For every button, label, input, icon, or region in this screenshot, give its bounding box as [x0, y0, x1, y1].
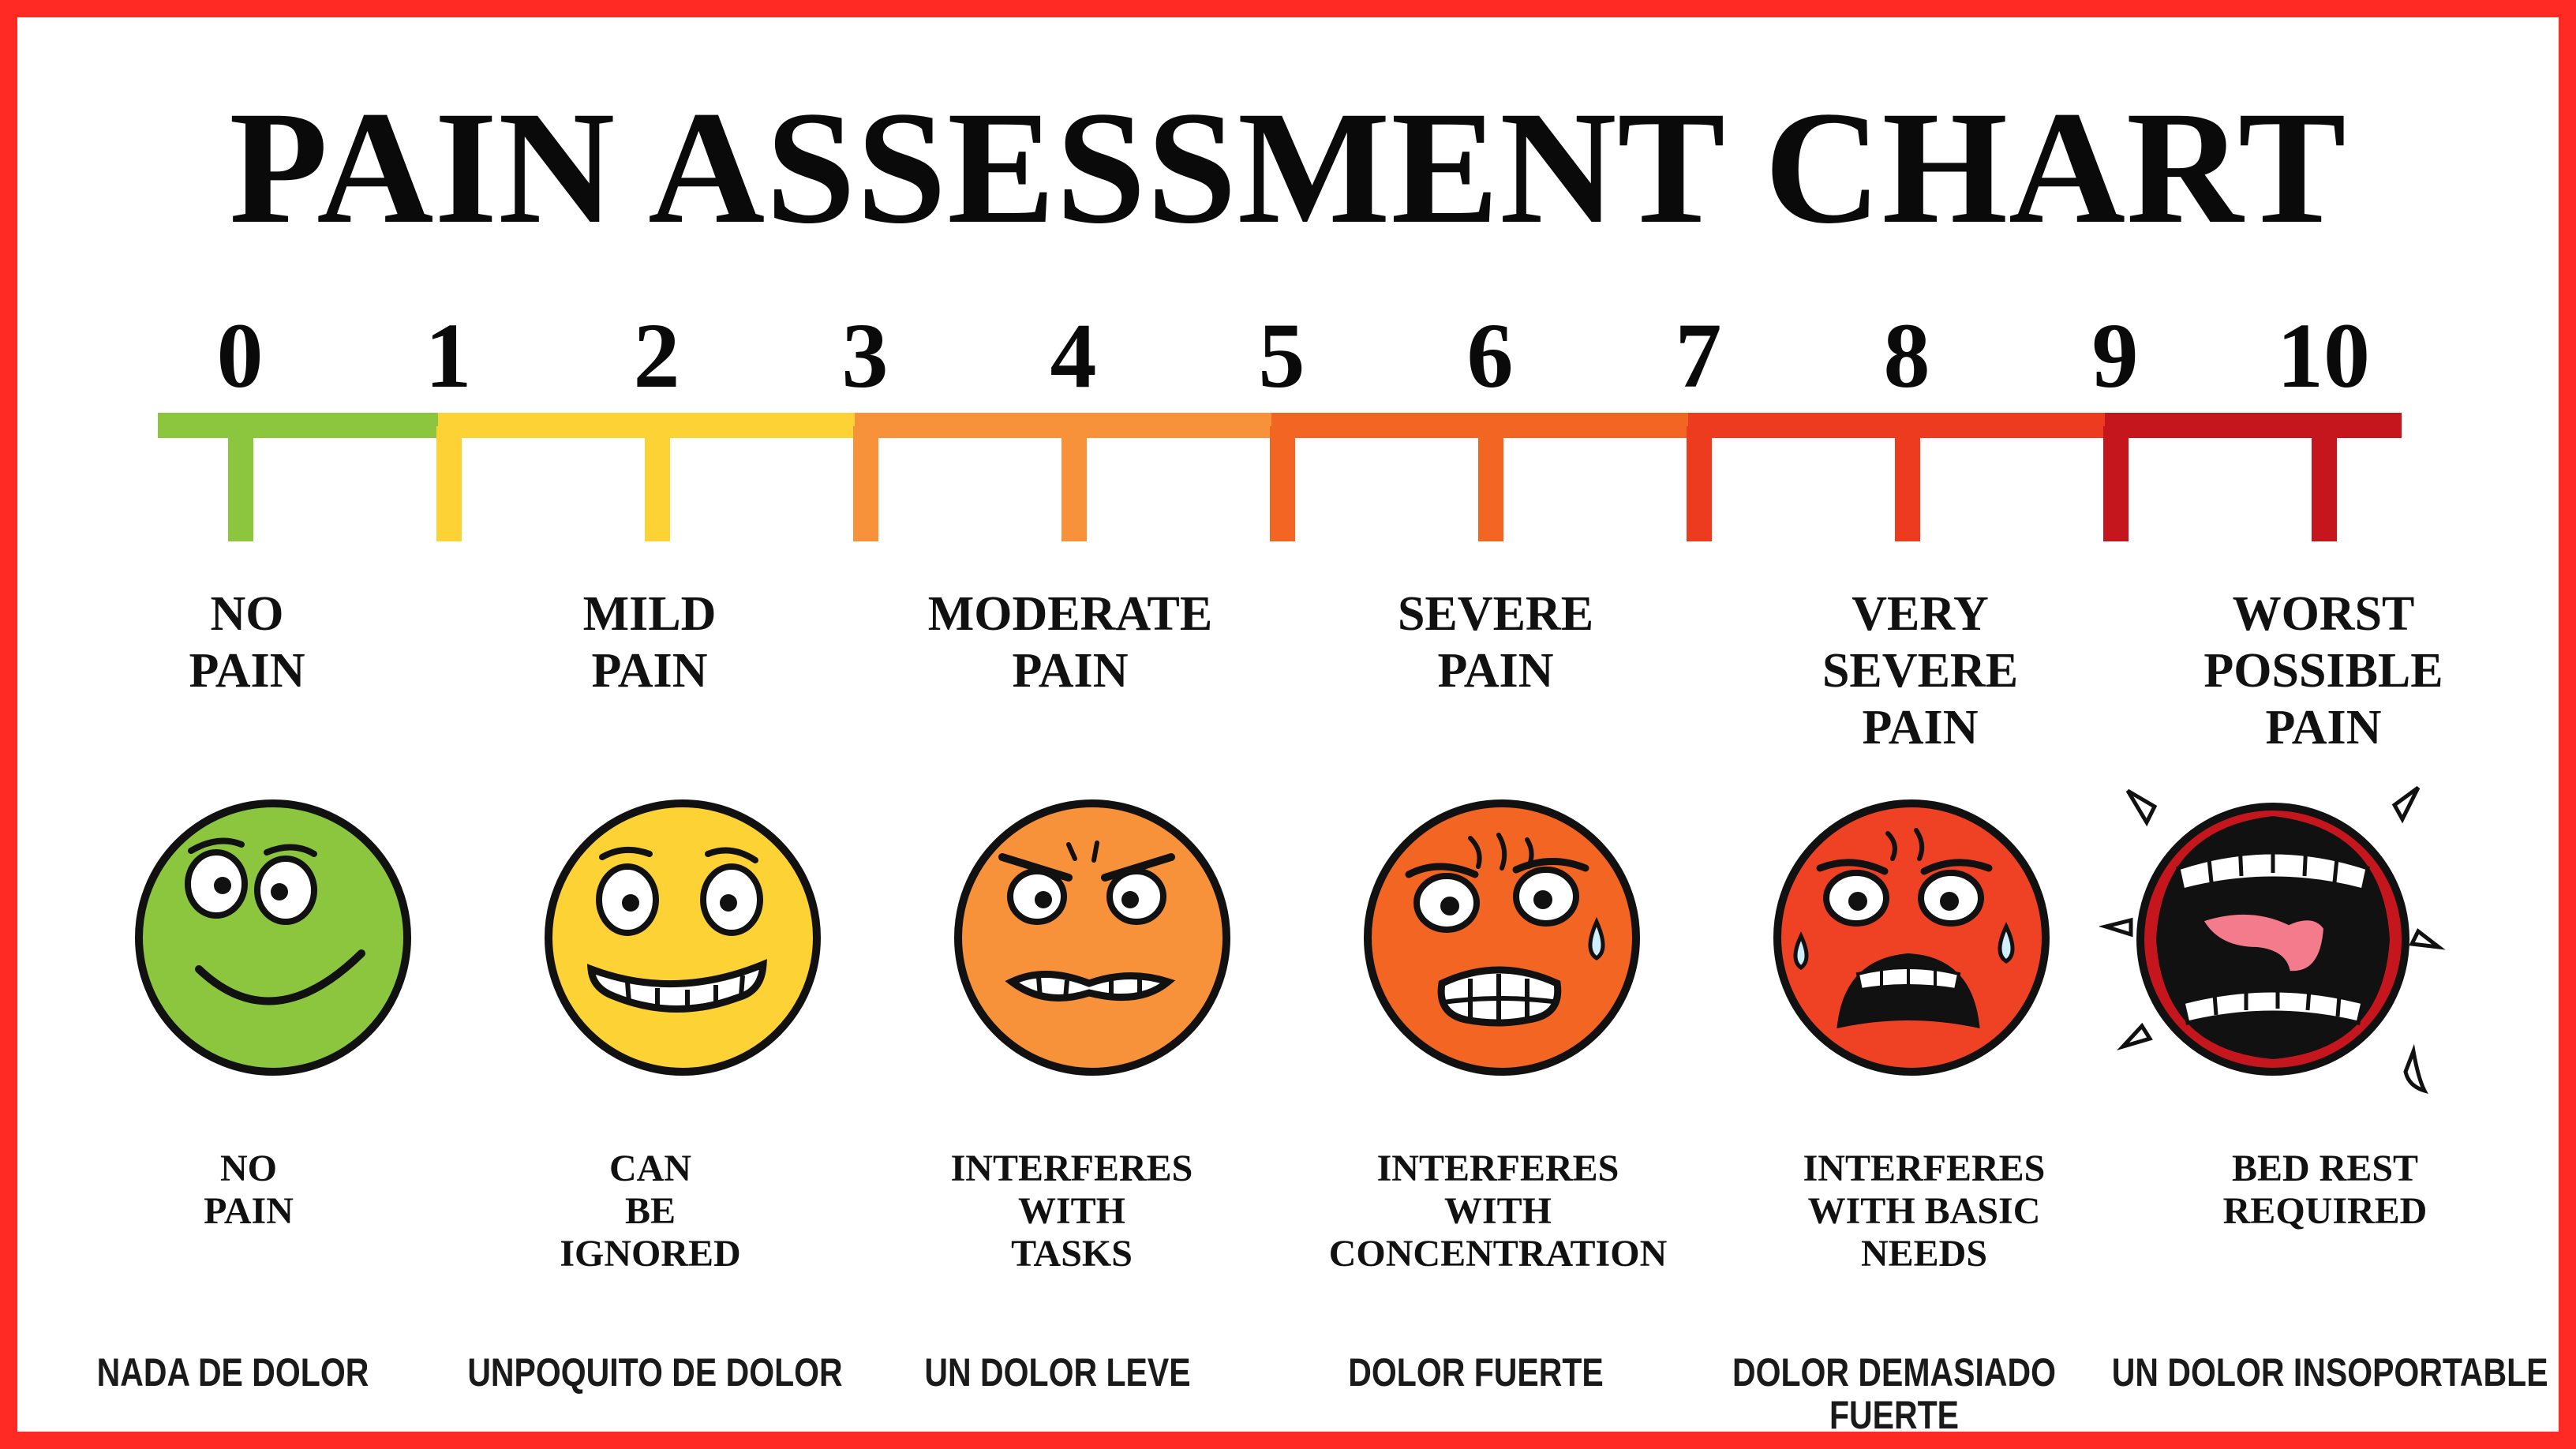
- pain-label-moderate-pain: MODERATE PAIN: [927, 587, 1213, 698]
- scale-tick-7: [1687, 426, 1712, 541]
- scale-number-0: 0: [216, 304, 264, 407]
- scale-number-5: 5: [1258, 304, 1305, 407]
- scale-number-7: 7: [1675, 304, 1722, 407]
- pain-description-worst-possible-pain: BED REST REQUIRED: [2222, 1148, 2428, 1232]
- scale-segment-0-1: [158, 413, 438, 438]
- scale-number-1: 1: [425, 304, 472, 407]
- scale-number-9: 9: [2091, 304, 2139, 407]
- pain-label-very-severe-pain: VERY SEVERE PAIN: [1822, 587, 2019, 754]
- spanish-label-very-severe-pain: DOLOR DEMASIADO FUERTE: [1732, 1350, 2056, 1437]
- pain-description-moderate-pain: INTERFERES WITH TASKS: [950, 1148, 1193, 1275]
- scale-tick-4: [1061, 426, 1087, 541]
- scale-tick-10: [2312, 426, 2337, 541]
- distressed-face-icon: [1364, 799, 1640, 1076]
- scale-segment-9-10: [2105, 413, 2402, 438]
- scale-tick-8: [1895, 426, 1920, 541]
- scale-number-8: 8: [1883, 304, 1930, 407]
- pain-scale-bar: [158, 413, 2402, 541]
- spanish-label-mild-pain: UNPOQUITO DE DOLOR: [467, 1350, 843, 1395]
- scale-tick-9: [2103, 426, 2129, 541]
- scale-tick-2: [645, 426, 670, 541]
- scale-tick-1: [436, 426, 462, 541]
- pain-description-mild-pain: CAN BE IGNORED: [560, 1148, 741, 1275]
- scale-tick-5: [1270, 426, 1295, 541]
- pain-description-severe-pain: INTERFERES WITH CONCENTRATION: [1328, 1148, 1668, 1275]
- happy-face-icon: [135, 799, 411, 1076]
- spanish-label-moderate-pain: UN DOLOR LEVE: [924, 1350, 1191, 1395]
- pain-description-very-severe-pain: INTERFERES WITH BASIC NEEDS: [1803, 1148, 2046, 1275]
- spanish-label-worst-possible-pain: UN DOLOR INSOPORTABLE: [2111, 1350, 2548, 1395]
- scale-number-6: 6: [1466, 304, 1514, 407]
- crying-face-icon: [1773, 799, 2050, 1076]
- pain-label-no-pain: NO PAIN: [189, 587, 305, 698]
- scale-number-4: 4: [1050, 304, 1097, 407]
- chart-title: PAIN ASSESSMENT CHART: [229, 78, 2347, 257]
- screaming-face-icon: [2099, 785, 2446, 1095]
- pain-label-worst-possible-pain: WORST POSSIBLE PAIN: [2203, 587, 2443, 754]
- spanish-label-no-pain: NADA DE DOLOR: [96, 1350, 369, 1395]
- frowning-face-icon: [954, 799, 1230, 1076]
- grimace-smile-face-icon: [545, 799, 821, 1076]
- pain-label-mild-pain: MILD PAIN: [582, 587, 717, 698]
- pain-label-severe-pain: SEVERE PAIN: [1397, 587, 1594, 698]
- scale-tick-6: [1478, 426, 1503, 541]
- scale-tick-3: [853, 426, 878, 541]
- pain-description-no-pain: NO PAIN: [204, 1148, 294, 1232]
- scale-number-3: 3: [841, 304, 889, 407]
- scale-number-10: 10: [2277, 304, 2370, 407]
- spanish-label-severe-pain: DOLOR FUERTE: [1348, 1350, 1604, 1395]
- scale-tick-0: [228, 426, 253, 541]
- scale-number-2: 2: [633, 304, 680, 407]
